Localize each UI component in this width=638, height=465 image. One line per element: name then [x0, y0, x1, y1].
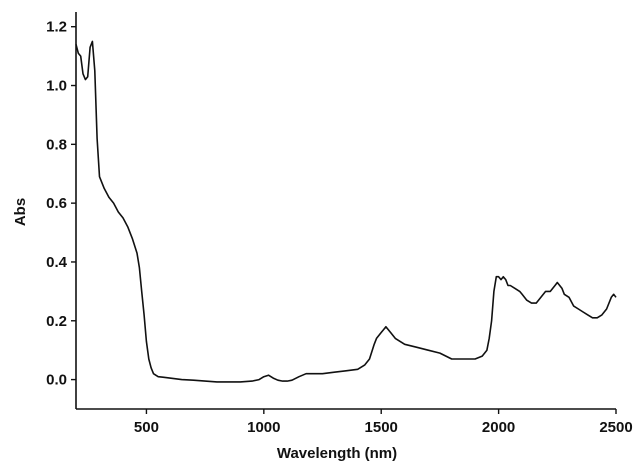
- x-tick-label: 2500: [599, 419, 632, 436]
- absorbance-series-line: [75, 40, 617, 383]
- y-axis-title: Abs: [12, 198, 29, 226]
- y-tick-label: 0.8: [46, 136, 67, 153]
- axes: [75, 12, 616, 410]
- x-tick-label: 2000: [482, 419, 515, 436]
- x-tick-label: 1000: [247, 419, 280, 436]
- x-axis-title: Wavelength (nm): [277, 445, 397, 462]
- y-tick-label: 0.2: [46, 313, 67, 330]
- y-tick-label: 0.6: [46, 195, 67, 212]
- y-tick-label: 0.0: [46, 372, 67, 389]
- y-tick-label: 1.0: [46, 78, 67, 95]
- y-tick-label: 1.2: [46, 19, 67, 36]
- y-tick-label: 0.4: [46, 254, 68, 271]
- x-tick-label: 500: [134, 419, 159, 436]
- x-tick-label: 1500: [365, 419, 398, 436]
